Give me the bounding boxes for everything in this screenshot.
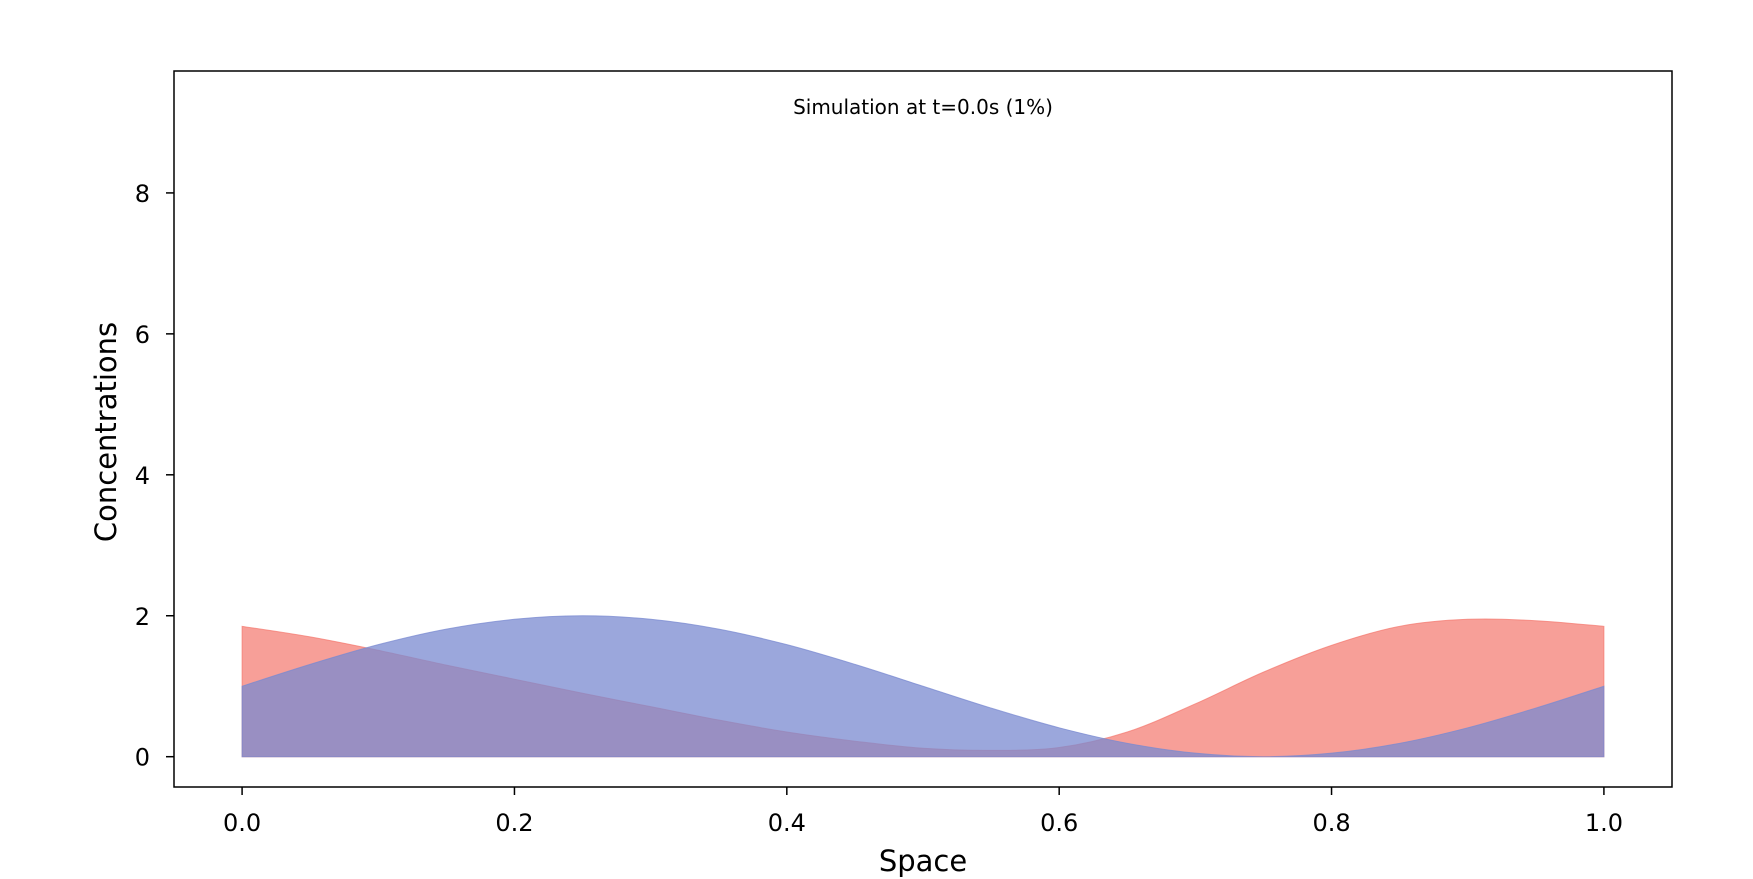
chart-title: Simulation at t=0.0s (1%) [793, 95, 1053, 119]
x-tick-label: 0.2 [495, 809, 533, 837]
y-tick-label: 0 [135, 744, 150, 772]
area-series-2 [241, 615, 1605, 758]
x-tick-label: 0.0 [223, 809, 261, 837]
x-tick-label: 1.0 [1585, 809, 1623, 837]
area-series-layer [241, 615, 1605, 758]
y-axis-title: Concentrations [89, 322, 123, 542]
y-tick-label: 8 [135, 180, 150, 208]
y-tick-label: 2 [135, 603, 150, 631]
y-axis: 0 2 4 6 8 [135, 180, 174, 772]
x-axis-title: Space [879, 844, 967, 878]
plot-frame [173, 70, 1673, 788]
y-tick-label: 4 [135, 462, 150, 490]
x-tick-label: 0.6 [1040, 809, 1078, 837]
x-tick-label: 0.8 [1312, 809, 1350, 837]
x-axis: 0.0 0.2 0.4 0.6 0.8 1.0 [223, 787, 1623, 837]
x-tick-label: 0.4 [768, 809, 806, 837]
y-tick-label: 6 [135, 321, 150, 349]
